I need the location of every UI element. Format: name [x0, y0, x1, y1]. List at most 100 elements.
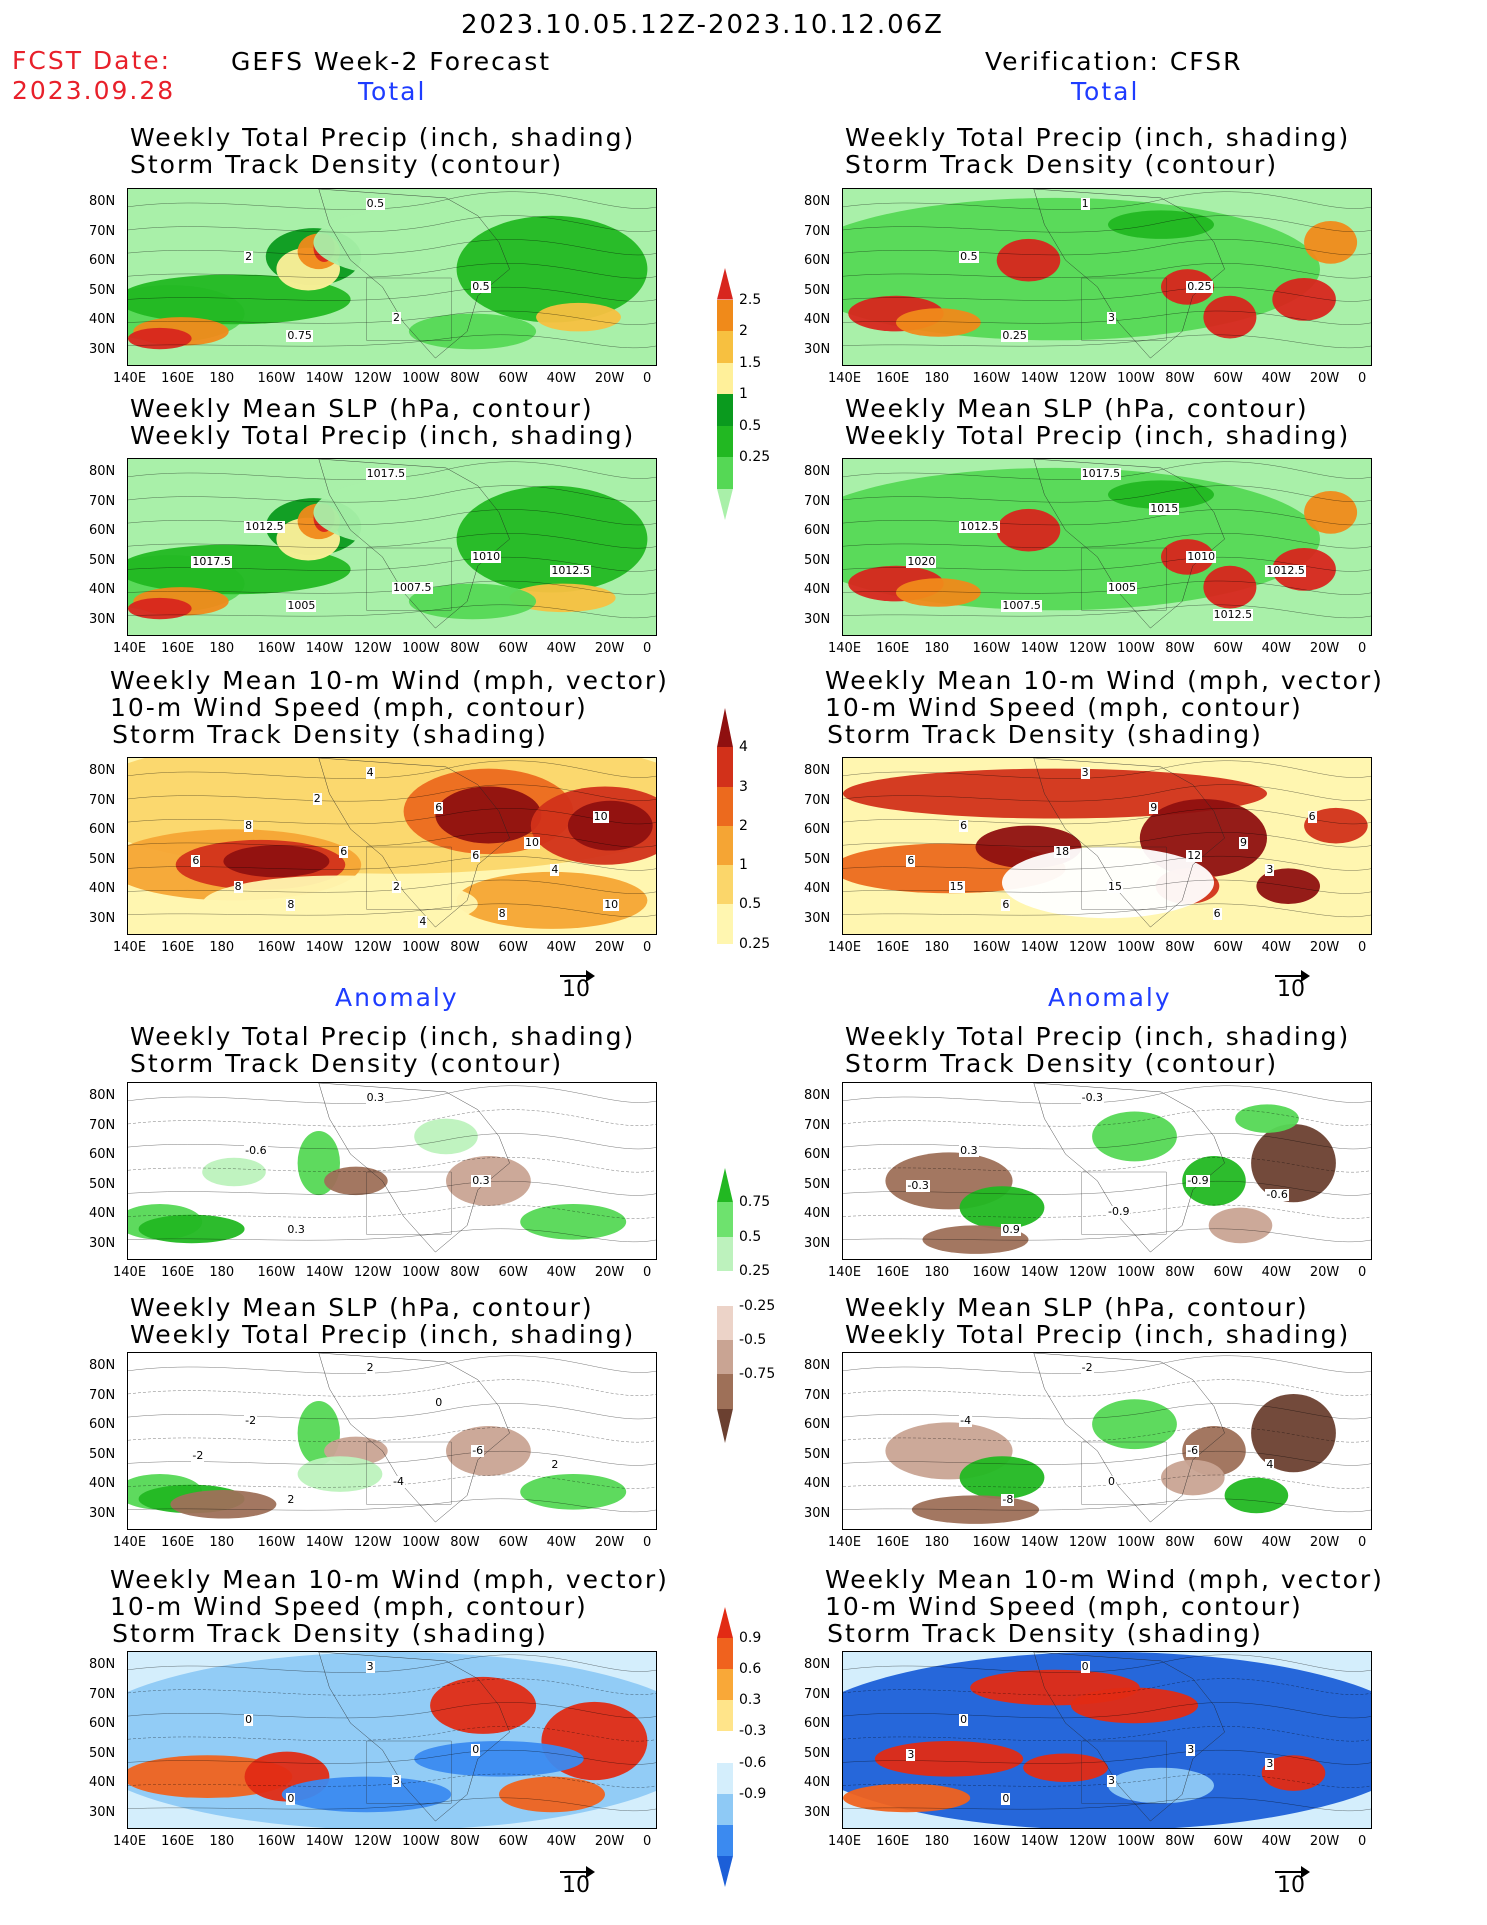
lat-tick-label: 50N: [89, 851, 116, 867]
lon-tick-label: 20W: [594, 641, 625, 656]
lon-tick-label: 160E: [876, 1834, 910, 1849]
contour-label: 6: [471, 848, 481, 862]
lon-tick-label: 80W: [1165, 1834, 1195, 1849]
lon-tick-label: 160W: [257, 1265, 296, 1280]
fcst-date-value: 2023.09.28: [12, 76, 176, 105]
colorbar-precip-total: [717, 268, 733, 520]
contour-label: 1012.5: [550, 563, 591, 577]
contour-label: 10: [603, 897, 620, 911]
contour-label: 18: [1054, 845, 1071, 858]
vector-ref-label: 10: [562, 977, 590, 1002]
lon-tick-label: 0: [643, 641, 652, 656]
shading-region: [843, 1652, 1371, 1828]
contour-line: [128, 533, 657, 548]
us-states-grid: [367, 1172, 452, 1234]
contour-line: [843, 880, 1372, 894]
lon-tick-label: 160E: [876, 1535, 910, 1550]
lon-tick-label: 60W: [498, 1535, 528, 1550]
lat-tick-label: 60N: [804, 822, 831, 837]
contour-line: [843, 509, 1372, 524]
map-shading: [128, 459, 657, 636]
colorbar-level-label: 0.9: [739, 1630, 762, 1647]
shading-region: [128, 327, 192, 350]
lon-tick-label: 100W: [402, 1834, 440, 1849]
lat-tick-label: 30N: [804, 1505, 831, 1521]
shading-region: [138, 1214, 245, 1244]
contour-label: 4: [550, 862, 560, 876]
colorbar-segment: [717, 1408, 733, 1443]
contour-label: -2: [1080, 1360, 1094, 1374]
contour-line: [843, 263, 1372, 278]
map-shading: [843, 1652, 1371, 1828]
lat-tick-label: 40N: [89, 582, 116, 597]
lon-tick-label: 120W: [1068, 1535, 1107, 1550]
contour-label: 0.3: [471, 1173, 491, 1187]
shading-region: [1203, 565, 1257, 609]
contour-label: 1020: [906, 554, 937, 568]
shading-region: [128, 597, 192, 620]
contour-label: 2: [312, 792, 322, 806]
lon-tick-label: 0: [643, 940, 652, 955]
title-vr-anom-slp: Weekly Mean SLP (hPa, contour) Weekly To…: [845, 1293, 1351, 1349]
shading-region: [1108, 210, 1214, 239]
colorbar-segment: [717, 1305, 733, 1340]
contour-line: [843, 1229, 1372, 1242]
shading-region: [202, 875, 478, 933]
colorbar-segment: [717, 1374, 733, 1409]
colorbar-segment: [717, 425, 733, 457]
contour-label: 8: [244, 818, 254, 832]
contour-line: [843, 192, 1372, 210]
contour-line: [128, 1356, 657, 1374]
shading-region: [170, 1490, 277, 1519]
lat-tick-label: 30N: [89, 1505, 116, 1521]
contour-label: 9: [1149, 801, 1159, 814]
contour-line: [843, 856, 1372, 870]
lat-tick-label: 40N: [89, 1206, 116, 1221]
shading-region: [1092, 1111, 1177, 1162]
shading-region: [509, 583, 616, 613]
lon-tick-label: 140E: [113, 641, 147, 656]
lat-tick-label: 30N: [89, 341, 116, 357]
contour-line: [128, 335, 657, 348]
coastline: [1034, 459, 1225, 628]
lat-tick-label: 40N: [804, 582, 831, 597]
contour-line: [843, 581, 1372, 595]
colorbar-level-label: -0.25: [739, 1297, 776, 1314]
contour-label: 0: [286, 1791, 296, 1805]
colorbar-level-label: -0.3: [739, 1723, 767, 1740]
map-panel-vr-total-precip: 1 0.5 0.25 0.25 3: [842, 188, 1372, 366]
contour-label: 0: [1001, 1791, 1011, 1805]
lon-tick-label: 140W: [1020, 641, 1059, 656]
lon-tick-label: 140W: [1020, 371, 1059, 386]
lon-tick-label: 40W: [1261, 641, 1292, 656]
coastline: [319, 1353, 510, 1522]
shading-region: [996, 238, 1061, 282]
contour-line: [128, 1181, 657, 1195]
colorbar-level-label: -0.75: [739, 1366, 776, 1383]
contour-line: [128, 239, 657, 254]
contour-line: [843, 335, 1372, 348]
map-shading: [128, 1083, 657, 1260]
lon-tick-label: 180: [209, 1834, 235, 1849]
lon-tick-label: 0: [1358, 1265, 1367, 1280]
contour-line: [843, 832, 1372, 847]
contour-label: 15: [1107, 880, 1123, 894]
lon-tick-label: 140W: [1020, 1265, 1059, 1280]
colorbar-segment: [717, 708, 733, 748]
lat-tick-label: 70N: [89, 1686, 116, 1702]
lon-tick-label: 120W: [1068, 1265, 1107, 1280]
contour-line: [843, 239, 1372, 254]
lon-tick-label: 160E: [161, 641, 195, 656]
contour-line: [128, 486, 657, 503]
us-states-grid: [367, 278, 452, 340]
lon-tick-label: 160W: [257, 641, 296, 656]
shading-region: [1023, 1753, 1108, 1782]
colorbar-level-label: -0.5: [739, 1331, 767, 1348]
contour-label: 6: [1001, 897, 1011, 911]
contour-label: 3: [1107, 311, 1116, 325]
lat-tick-label: 60N: [804, 1716, 831, 1731]
contour-label: 2: [550, 1457, 560, 1471]
contour-line: [843, 605, 1372, 618]
colorbar-level-label: 0.5: [739, 1228, 762, 1245]
lon-tick-label: 180: [209, 1265, 235, 1280]
